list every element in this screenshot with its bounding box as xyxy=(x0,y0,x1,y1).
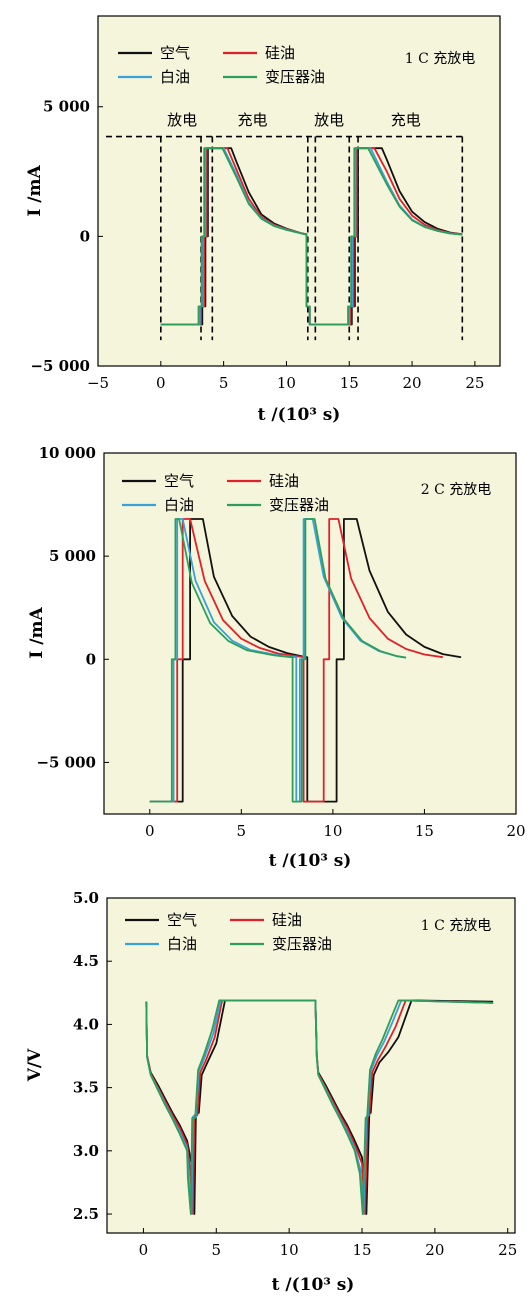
x-tick-label: 5 xyxy=(219,374,229,392)
y-tick-label: 0 xyxy=(86,650,96,668)
x-tick-label: −5 xyxy=(87,374,109,392)
y-tick-label: 10 000 xyxy=(39,444,96,462)
x-tick-label: 5 xyxy=(237,822,247,840)
legend-label-silicone_oil: 硅油 xyxy=(272,911,302,929)
legend-label-transformer_oil: 变压器油 xyxy=(272,935,332,953)
x-tick-label: 20 xyxy=(425,1241,444,1259)
x-tick-label: 15 xyxy=(415,822,434,840)
y-axis-label: I /mA xyxy=(25,165,45,217)
phase-annotation: 充电 xyxy=(238,111,268,129)
x-axis-label: t /(10³ s) xyxy=(258,405,341,425)
x-tick-label: 20 xyxy=(403,374,422,392)
x-tick-label: 10 xyxy=(277,374,296,392)
x-tick-label: 0 xyxy=(145,822,155,840)
y-tick-label: 0 xyxy=(80,227,90,245)
y-tick-label: 3.5 xyxy=(73,1079,99,1097)
x-axis-label: t /(10³ s) xyxy=(272,1275,355,1295)
series-lines xyxy=(145,999,494,1215)
y-axis-label: I /mA xyxy=(27,607,47,659)
x-tick-label: 25 xyxy=(465,374,484,392)
x-axis-label: t /(10³ s) xyxy=(269,851,352,868)
plot-area xyxy=(97,15,501,367)
legend-label-white_oil: 白油 xyxy=(167,935,197,953)
series-line-transformer_oil xyxy=(149,518,407,803)
y-tick-label: 4.0 xyxy=(73,1015,99,1033)
series-line-transformer_oil xyxy=(160,147,463,326)
series-line-transformer_oil xyxy=(145,999,494,1215)
legend-label-air: 空气 xyxy=(160,44,190,62)
y-axis-label: V/V xyxy=(25,1048,45,1082)
chart-title: 1 C 充放电 xyxy=(421,918,492,934)
y-tick-label: 5 000 xyxy=(49,547,96,565)
chart-title: 2 C 充放电 xyxy=(421,482,492,498)
x-tick-label: 10 xyxy=(280,1241,299,1259)
phase-annotation: 放电 xyxy=(314,111,344,129)
y-tick-label: 5.0 xyxy=(73,889,99,907)
x-tick-label: 5 xyxy=(212,1241,222,1259)
series-line-air xyxy=(149,518,462,803)
plot-area xyxy=(103,452,517,815)
y-tick-label: −5 000 xyxy=(36,753,96,771)
legend-label-air: 空气 xyxy=(167,911,197,929)
x-tick-label: 25 xyxy=(498,1241,517,1259)
legend-label-transformer_oil: 变压器油 xyxy=(269,496,329,514)
x-tick-label: 15 xyxy=(352,1241,371,1259)
y-tick-label: 3.0 xyxy=(73,1142,99,1160)
phase-annotation: 充电 xyxy=(391,111,421,129)
y-tick-label: −5 000 xyxy=(30,357,90,375)
x-tick-label: 20 xyxy=(506,822,525,840)
x-tick-label: 10 xyxy=(323,822,342,840)
series-lines xyxy=(149,518,462,803)
y-tick-label: 5 000 xyxy=(43,98,90,116)
legend-label-transformer_oil: 变压器油 xyxy=(265,68,325,86)
plot-area xyxy=(106,897,516,1234)
x-tick-label: 0 xyxy=(156,374,166,392)
y-tick-label: 4.5 xyxy=(73,952,99,970)
legend-label-white_oil: 白油 xyxy=(160,68,190,86)
legend-label-white_oil: 白油 xyxy=(164,496,194,514)
y-tick-label: 2.5 xyxy=(73,1205,99,1223)
series-lines xyxy=(160,147,463,326)
legend-label-silicone_oil: 硅油 xyxy=(265,44,295,62)
legend-label-air: 空气 xyxy=(164,472,194,490)
x-tick-label: 15 xyxy=(340,374,359,392)
legend-label-silicone_oil: 硅油 xyxy=(269,472,299,490)
phase-annotation: 放电 xyxy=(167,111,197,129)
chart-title: 1 C 充放电 xyxy=(405,51,476,67)
x-tick-label: 0 xyxy=(139,1241,149,1259)
